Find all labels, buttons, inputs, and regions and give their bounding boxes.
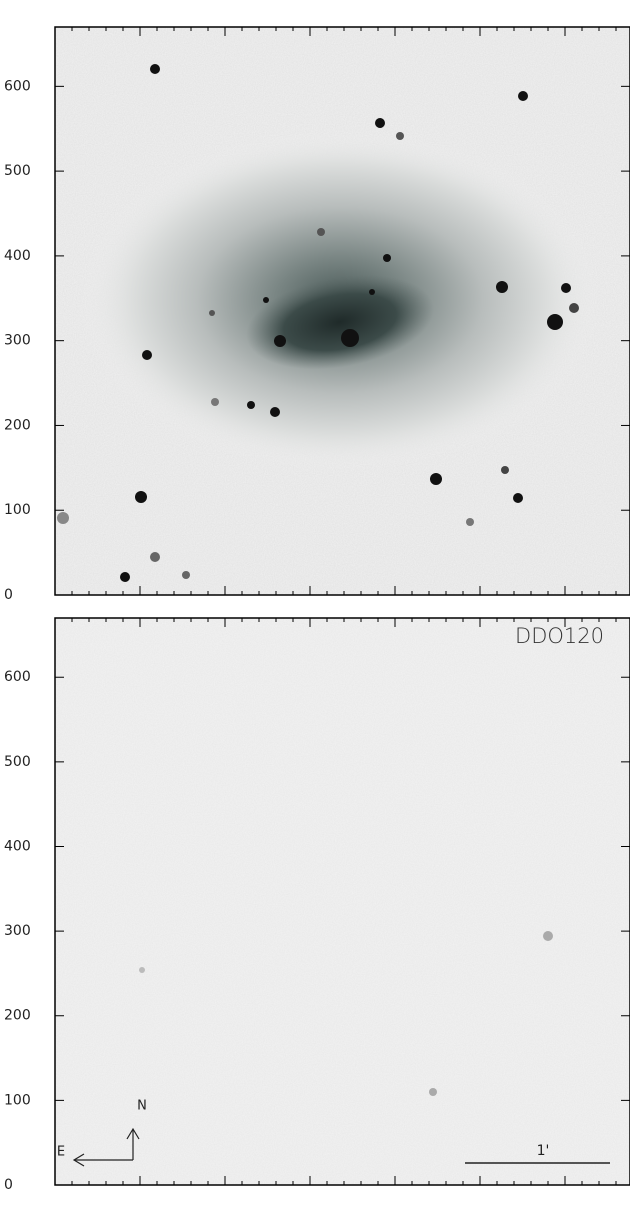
scale-bar-label: 1' [537,1143,550,1159]
y-tick-label: 200 [4,417,31,433]
axes: 0 100 200 300 400 500 600 0 100 200 300 400 500 600 [4,27,630,1193]
y-tick-label: 0 [4,1177,13,1193]
y-tick-label: 500 [4,163,31,179]
y-tick-label: 0 [4,587,13,603]
y-tick-label: 300 [4,333,31,349]
y-tick-label: 100 [4,1092,31,1108]
compass [72,1127,140,1167]
y-tick-label: 400 [4,248,31,264]
y-tick-label: 500 [4,754,31,770]
panel-label: DDO120 [515,624,604,648]
panel-frame [54,26,630,596]
y-tick-label: 600 [4,669,31,685]
galaxy-image [55,27,630,595]
y-tick-label: 600 [4,78,31,94]
y-tick-label: 400 [4,838,31,854]
y-tick-label: 200 [4,1008,31,1024]
compass-east: E [57,1145,65,1160]
residual-image [55,618,630,1185]
compass-north: N [137,1099,147,1114]
panel-frame [54,617,630,1186]
y-tick-label: 300 [4,923,31,939]
y-tick-label: 100 [4,502,31,518]
